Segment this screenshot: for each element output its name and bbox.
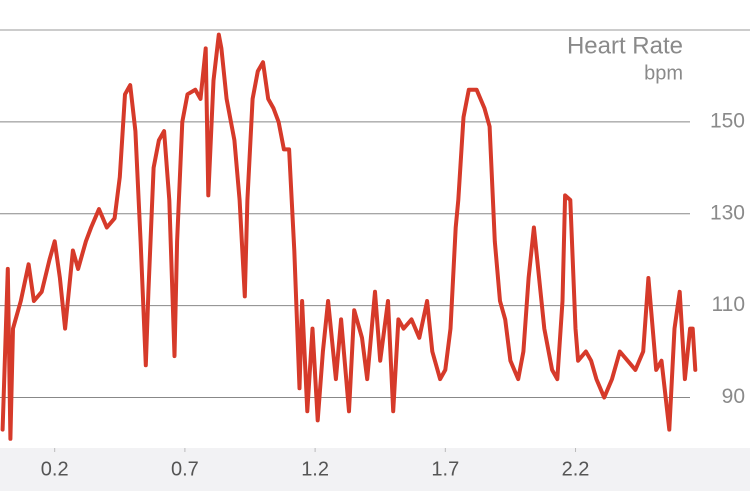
- chart-title: Heart Rate: [567, 32, 683, 59]
- y-tick-label: 110: [712, 293, 745, 316]
- x-axis-band: [0, 448, 750, 491]
- x-tick-label: 0.2: [41, 458, 69, 480]
- x-tick-label: 0.7: [171, 458, 199, 480]
- y-tick-label: 90: [722, 385, 745, 408]
- chart-subtitle: bpm: [644, 62, 683, 84]
- x-tick-label: 1.7: [431, 458, 459, 480]
- y-tick-label: 130: [710, 201, 745, 224]
- y-tick-label: 150: [710, 109, 745, 132]
- x-tick-label: 2.2: [562, 458, 590, 480]
- heart-rate-line: [0, 32, 698, 441]
- x-tick-label: 1.2: [301, 458, 329, 480]
